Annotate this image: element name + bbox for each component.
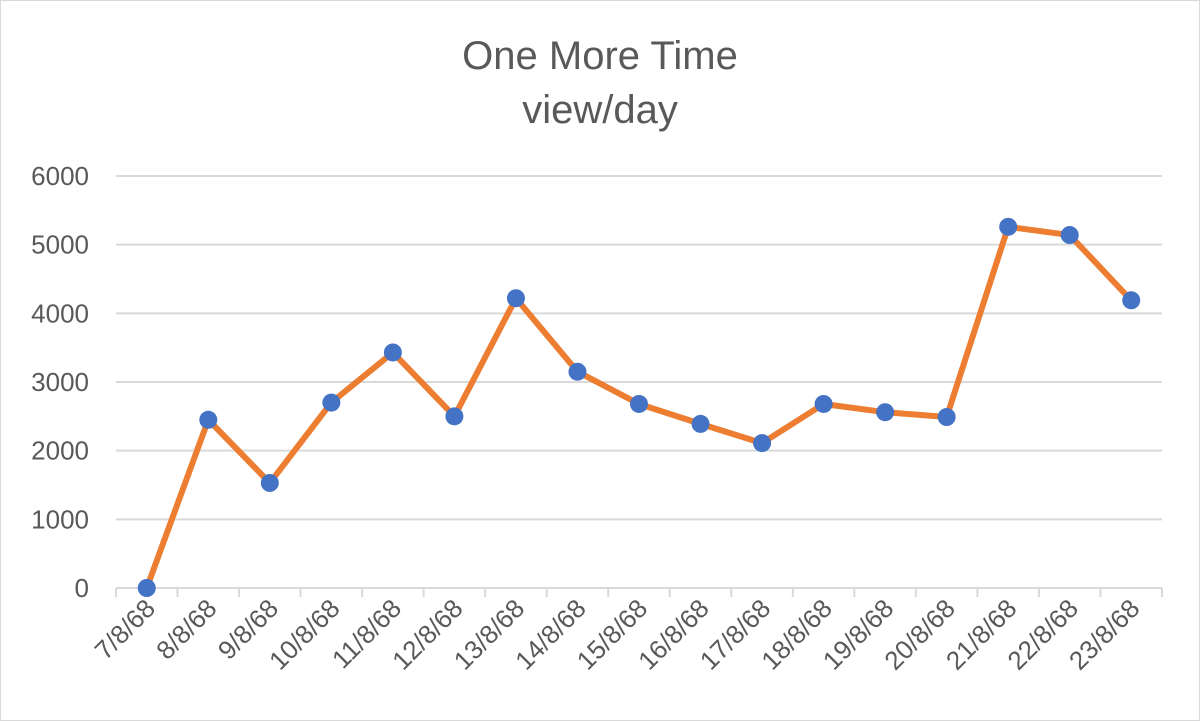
data-point xyxy=(999,217,1018,236)
data-point xyxy=(445,407,464,426)
y-tick-label: 5000 xyxy=(31,230,89,260)
data-point xyxy=(199,410,218,429)
data-point xyxy=(630,394,648,413)
x-axis xyxy=(115,587,1163,597)
data-point xyxy=(1122,291,1141,310)
data-point xyxy=(506,289,525,308)
data-point xyxy=(383,343,402,362)
x-tick-label: 7/8/68 xyxy=(89,593,161,665)
chart-subtitle: view/day xyxy=(522,88,678,132)
y-axis-tick-labels: 0 1000 2000 3000 4000 5000 6000 xyxy=(31,161,89,603)
data-point xyxy=(1060,226,1079,245)
y-tick-label: 1000 xyxy=(31,504,89,534)
x-axis-tick-labels: 7/8/688/8/689/8/6810/8/6811/8/6812/8/681… xyxy=(89,593,1146,676)
data-point xyxy=(937,408,956,427)
x-tick-label: 10/8/68 xyxy=(263,593,346,676)
series-layer xyxy=(137,217,1141,597)
y-tick-label: 2000 xyxy=(31,436,89,466)
y-tick-label: 4000 xyxy=(31,298,89,328)
y-tick-label: 0 xyxy=(75,573,89,603)
data-point xyxy=(691,414,710,433)
data-point xyxy=(814,394,833,413)
x-tick-label: 8/8/68 xyxy=(150,593,222,665)
data-point xyxy=(753,434,772,453)
data-point xyxy=(260,473,279,492)
gridlines xyxy=(116,175,1162,521)
chart-title: One More Time xyxy=(462,34,738,78)
y-tick-label: 3000 xyxy=(31,367,89,397)
data-point xyxy=(137,579,156,597)
y-tick-label: 6000 xyxy=(31,161,89,191)
data-point xyxy=(568,362,587,381)
data-point xyxy=(322,393,341,412)
x-tick-label: 23/8/68 xyxy=(1063,593,1146,676)
data-point xyxy=(876,403,895,422)
